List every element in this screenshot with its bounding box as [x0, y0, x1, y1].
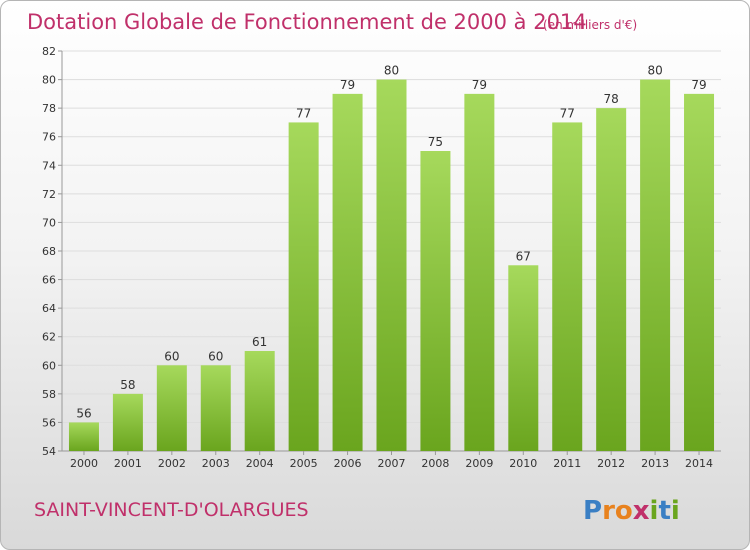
x-tick-label-2013: 2013 [641, 457, 669, 470]
x-tick-label-2000: 2000 [70, 457, 98, 470]
y-tick-label: 66 [42, 274, 56, 287]
data-label-2011: 77 [560, 106, 575, 120]
data-label-2013: 80 [647, 64, 662, 78]
y-tick-label: 62 [42, 331, 56, 344]
bars [68, 79, 715, 452]
data-label-2012: 78 [604, 92, 619, 106]
x-tick-label-2010: 2010 [509, 457, 537, 470]
data-label-2006: 79 [340, 78, 355, 92]
bar-2006 [332, 93, 363, 451]
x-tick-label-2002: 2002 [158, 457, 186, 470]
y-tick-label: 74 [42, 159, 56, 172]
y-tick-label: 76 [42, 131, 56, 144]
y-tick-label: 60 [42, 359, 56, 372]
y-tick-label: 80 [42, 74, 56, 87]
bar-2002 [156, 365, 187, 451]
data-label-2002: 60 [164, 349, 179, 363]
bar-2011 [552, 122, 583, 451]
x-tick-label-2007: 2007 [378, 457, 406, 470]
x-tick-label-2012: 2012 [597, 457, 625, 470]
y-tick-label: 54 [42, 445, 56, 458]
data-label-2000: 56 [76, 406, 91, 420]
bar-2010 [508, 265, 539, 451]
chart-unit: (en milliers d'€) [543, 18, 637, 32]
commune-name: SAINT-VINCENT-D'OLARGUES [34, 499, 309, 521]
bar-2014 [684, 93, 715, 451]
x-tick-label-2005: 2005 [290, 457, 318, 470]
y-tick-label: 78 [42, 102, 56, 115]
bar-2009 [464, 93, 495, 451]
data-label-2007: 80 [384, 64, 399, 78]
data-label-2003: 60 [208, 349, 223, 363]
x-tick-label-2003: 2003 [202, 457, 230, 470]
data-label-2004: 61 [252, 335, 267, 349]
x-tick-label-2006: 2006 [334, 457, 362, 470]
labels: 54 56 58 60 62 64 66 68 70 72 74 76 78 80 82 56 2000 58 20… [42, 45, 713, 470]
bar-2008 [420, 151, 451, 451]
y-tick-label: 68 [42, 245, 56, 258]
bar-2004 [244, 351, 275, 451]
data-label-2010: 67 [516, 249, 531, 263]
x-tick-label-2011: 2011 [553, 457, 581, 470]
y-tick-label: 82 [42, 45, 56, 58]
data-label-2014: 79 [691, 78, 706, 92]
svg-text:Proxiti: Proxiti [583, 496, 680, 526]
bar-2012 [596, 108, 627, 452]
y-tick-label: 64 [42, 302, 56, 315]
bar-2000 [68, 422, 99, 451]
y-tick-label: 72 [42, 188, 56, 201]
data-label-2005: 77 [296, 106, 311, 120]
chart-title: Dotation Globale de Fonctionnement de 20… [27, 10, 587, 34]
proxiti-logo: Proxiti [583, 496, 680, 526]
data-label-2008: 75 [428, 135, 443, 149]
data-label-2001: 58 [120, 378, 135, 392]
x-tick-label-2001: 2001 [114, 457, 142, 470]
bar-2001 [112, 393, 143, 451]
x-tick-label-2004: 2004 [246, 457, 274, 470]
bar-2007 [376, 79, 407, 452]
bar-2013 [640, 79, 671, 452]
x-tick-label-2009: 2009 [465, 457, 493, 470]
y-tick-label: 58 [42, 388, 56, 401]
bar-2003 [200, 365, 231, 451]
x-tick-label-2014: 2014 [685, 457, 713, 470]
y-tick-label: 56 [42, 416, 56, 429]
x-tick-label-2008: 2008 [421, 457, 449, 470]
y-tick-label: 70 [42, 216, 56, 229]
data-label-2009: 79 [472, 78, 487, 92]
bar-2005 [288, 122, 319, 451]
